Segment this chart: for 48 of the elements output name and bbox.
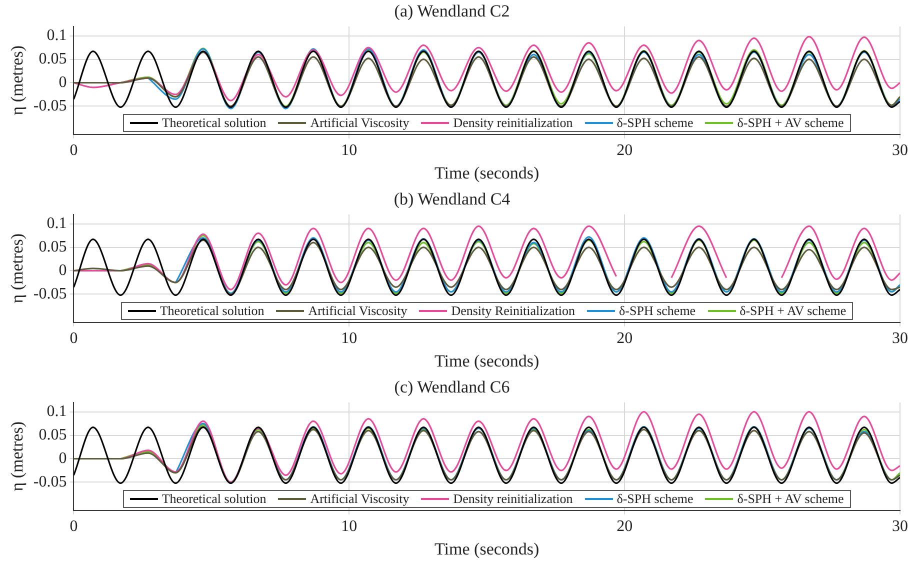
y-tick-label: 0.1 bbox=[46, 26, 67, 44]
legend-label: Theoretical solution bbox=[162, 115, 266, 132]
y-tick-label: -0.05 bbox=[33, 473, 67, 490]
x-tick-label: 10 bbox=[341, 518, 358, 536]
legend-label: Density Reinitialization bbox=[451, 303, 576, 320]
y-tick-label: 0.05 bbox=[38, 238, 67, 256]
y-tick-label: 0 bbox=[58, 450, 67, 467]
x-tick-label: 30 bbox=[892, 142, 908, 160]
x-axis-title: Time (seconds) bbox=[434, 351, 540, 370]
legend-label: Artificial Viscosity bbox=[308, 303, 408, 320]
legend-label: δ-SPH scheme bbox=[616, 491, 694, 508]
y-axis-title: η (metres) bbox=[8, 46, 27, 116]
y-tick-label: 0.05 bbox=[38, 426, 67, 444]
x-tick-label: 0 bbox=[70, 518, 78, 536]
x-axis-title: Time (seconds) bbox=[434, 539, 540, 558]
y-tick-label: 0.1 bbox=[46, 214, 67, 232]
x-tick-label: 30 bbox=[892, 330, 908, 348]
y-axis-title: η (metres) bbox=[8, 422, 27, 492]
y-tick-label: 0 bbox=[58, 74, 67, 91]
y-axis-title: η (metres) bbox=[8, 234, 27, 304]
legend-label: δ-SPH + AV scheme bbox=[740, 303, 846, 320]
x-tick-label: 30 bbox=[892, 518, 908, 536]
legend-label: δ-SPH + AV scheme bbox=[737, 491, 844, 508]
legend-label: Artificial Viscosity bbox=[310, 491, 410, 508]
legend-label: Density reinitialization bbox=[453, 491, 573, 508]
chart-title: (b) Wendland C4 bbox=[394, 190, 511, 209]
x-tick-label: 10 bbox=[341, 330, 358, 348]
x-tick-label: 20 bbox=[616, 142, 633, 160]
legend-label: Density reinitialization bbox=[453, 115, 573, 132]
chart-title: (a) Wendland C2 bbox=[394, 2, 510, 21]
y-tick-label: -0.05 bbox=[33, 97, 67, 114]
x-tick-label: 10 bbox=[341, 142, 358, 160]
legend-label: δ-SPH + AV scheme bbox=[737, 115, 844, 132]
x-tick-label: 0 bbox=[70, 142, 78, 160]
x-axis-title: Time (seconds) bbox=[434, 163, 540, 182]
x-tick-label: 20 bbox=[616, 330, 633, 348]
y-tick-label: 0.05 bbox=[38, 50, 67, 68]
y-tick-label: 0 bbox=[58, 262, 67, 279]
x-tick-label: 0 bbox=[70, 330, 78, 348]
y-tick-label: -0.05 bbox=[33, 285, 67, 302]
legend-label: δ-SPH scheme bbox=[619, 303, 696, 320]
legend-label: Theoretical solution bbox=[162, 491, 266, 508]
legend-label: Artificial Viscosity bbox=[310, 115, 410, 132]
x-tick-label: 20 bbox=[616, 518, 633, 536]
legend-label: Theoretical solution bbox=[160, 303, 264, 320]
legend-label: δ-SPH scheme bbox=[616, 115, 694, 132]
chart-title: (c) Wendland C6 bbox=[394, 378, 510, 397]
y-tick-label: 0.1 bbox=[46, 402, 67, 420]
